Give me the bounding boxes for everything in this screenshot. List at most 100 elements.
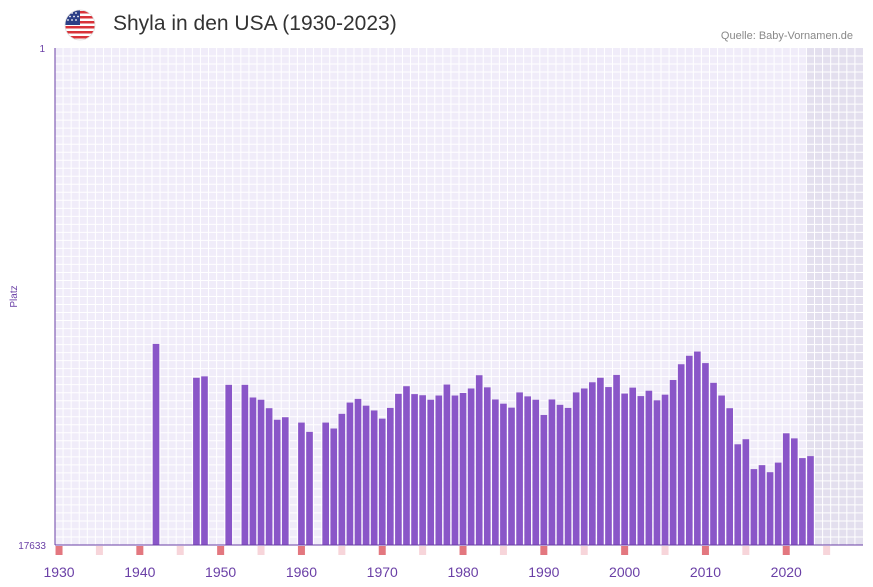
marker-2020 bbox=[782, 546, 790, 555]
bar-1970 bbox=[378, 418, 386, 545]
bar-1969 bbox=[370, 410, 378, 545]
source-label: Quelle: Baby-Vornamen.de bbox=[720, 30, 853, 42]
x-tick-1980: 1980 bbox=[447, 564, 478, 580]
bar-2011 bbox=[710, 382, 717, 545]
marker-2010 bbox=[701, 546, 709, 555]
marker-1950 bbox=[217, 546, 225, 555]
marker-2000 bbox=[621, 546, 629, 555]
marker-1930 bbox=[55, 546, 63, 555]
bar-1967 bbox=[354, 398, 362, 545]
bar-1985 bbox=[500, 403, 507, 545]
x-tick-2010: 2010 bbox=[690, 564, 721, 580]
y-tick-bottom: 17633 bbox=[18, 541, 46, 552]
bar-2008 bbox=[685, 355, 693, 545]
bar-2012 bbox=[718, 395, 725, 545]
y-tick-top: 1 bbox=[39, 44, 45, 55]
bar-2021 bbox=[791, 438, 798, 545]
bar-1987 bbox=[516, 392, 523, 545]
bar-2010 bbox=[702, 363, 709, 545]
x-tick-1970: 1970 bbox=[367, 564, 398, 580]
bar-1948 bbox=[201, 376, 208, 545]
bar-2003 bbox=[645, 390, 653, 545]
marker-1935 bbox=[95, 546, 103, 555]
bar-1947 bbox=[193, 377, 200, 545]
bar-1942 bbox=[152, 343, 160, 545]
bar-2018 bbox=[766, 472, 774, 545]
year-markers bbox=[55, 546, 831, 555]
chart-title: Shyla in den USA (1930-2023) bbox=[113, 12, 397, 35]
bar-2019 bbox=[774, 462, 782, 545]
bar-2015 bbox=[742, 439, 750, 545]
marker-2015 bbox=[742, 546, 750, 555]
bar-2001 bbox=[629, 387, 637, 545]
marker-1995 bbox=[580, 546, 588, 555]
bar-1995 bbox=[580, 388, 588, 545]
bar-1971 bbox=[387, 407, 394, 545]
bar-2022 bbox=[799, 458, 806, 545]
bar-2007 bbox=[677, 364, 685, 545]
bar-1978 bbox=[443, 384, 451, 545]
bar-1961 bbox=[306, 431, 313, 545]
bar-1973 bbox=[403, 386, 410, 545]
marker-1940 bbox=[136, 546, 144, 555]
bar-2000 bbox=[621, 393, 628, 545]
axis-labels: 1930 1940 1950 1960 1970 1980 1990 2000 2010 2020… bbox=[9, 44, 802, 580]
bar-1990 bbox=[540, 414, 548, 545]
bar-2002 bbox=[637, 396, 645, 545]
bar-2023 bbox=[807, 456, 814, 545]
bar-1975 bbox=[419, 395, 426, 545]
bar-1964 bbox=[330, 428, 338, 545]
marker-2025 bbox=[823, 546, 831, 555]
bar-1965 bbox=[338, 413, 346, 545]
x-tick-2000: 2000 bbox=[609, 564, 640, 580]
marker-1970 bbox=[378, 546, 386, 555]
bar-1980 bbox=[459, 392, 467, 545]
bar-2006 bbox=[669, 380, 677, 545]
marker-1945 bbox=[176, 546, 184, 555]
bar-2020 bbox=[782, 433, 790, 545]
bar-1977 bbox=[435, 395, 443, 545]
bar-1955 bbox=[257, 399, 265, 545]
bar-2009 bbox=[694, 351, 701, 545]
x-tick-2020: 2020 bbox=[771, 564, 802, 580]
bar-1998 bbox=[605, 387, 612, 545]
bar-1954 bbox=[249, 397, 257, 545]
x-tick-1950: 1950 bbox=[205, 564, 236, 580]
bar-1988 bbox=[524, 396, 531, 545]
bar-2014 bbox=[734, 444, 742, 545]
marker-1990 bbox=[540, 546, 548, 555]
bar-1996 bbox=[589, 382, 596, 545]
marker-2005 bbox=[661, 546, 669, 555]
bar-1957 bbox=[273, 419, 281, 545]
bar-1979 bbox=[451, 395, 459, 545]
bar-1993 bbox=[564, 407, 572, 545]
x-tick-1960: 1960 bbox=[286, 564, 317, 580]
bar-1997 bbox=[597, 377, 604, 545]
bar-1972 bbox=[395, 393, 402, 545]
bar-1960 bbox=[298, 422, 305, 545]
bar-1956 bbox=[265, 408, 273, 545]
bar-1983 bbox=[483, 387, 491, 545]
bar-1986 bbox=[508, 407, 515, 545]
bar-1953 bbox=[241, 384, 249, 545]
bar-1976 bbox=[427, 399, 435, 545]
bar-1981 bbox=[467, 388, 475, 545]
bar-1989 bbox=[532, 399, 540, 545]
x-tick-1930: 1930 bbox=[43, 564, 74, 580]
marker-1965 bbox=[338, 546, 346, 555]
bar-1958 bbox=[281, 417, 289, 545]
bar-1994 bbox=[572, 392, 580, 545]
bar-1968 bbox=[362, 405, 370, 545]
marker-1955 bbox=[257, 546, 265, 555]
bar-1984 bbox=[492, 399, 499, 545]
marker-1960 bbox=[297, 546, 305, 555]
y-axis-label: Platz bbox=[9, 285, 20, 307]
bar-2004 bbox=[653, 400, 661, 545]
marker-1980 bbox=[459, 546, 467, 555]
bar-1974 bbox=[411, 394, 418, 545]
bar-2016 bbox=[750, 469, 758, 545]
usa-flag-icon bbox=[64, 9, 96, 41]
x-tick-1990: 1990 bbox=[528, 564, 559, 580]
grid bbox=[54, 48, 863, 545]
